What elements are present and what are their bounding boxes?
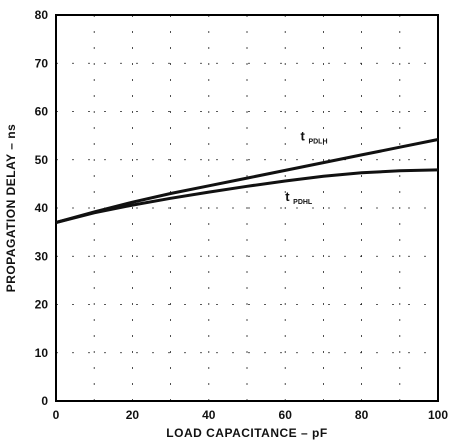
x-tick-labels: 0 20 40 60 80 100 — [53, 408, 449, 422]
grid — [56, 15, 438, 401]
x-tick-label: 0 — [53, 408, 60, 422]
x-tick-label: 20 — [126, 408, 140, 422]
series-label-tpdhl-main: t — [285, 189, 290, 204]
x-tick-label: 100 — [428, 408, 448, 422]
x-tick-label: 60 — [279, 408, 293, 422]
series-label-tpdlh: t PDLH — [300, 128, 327, 145]
y-axis-title: PROPAGATION DELAY – ns — [4, 124, 18, 293]
y-tick-label: 60 — [35, 105, 49, 119]
y-tick-label: 30 — [35, 249, 49, 263]
y-tick-label: 70 — [35, 56, 49, 70]
x-axis-title: LOAD CAPACITANCE – pF — [166, 426, 327, 440]
series-label-tpdlh-main: t — [300, 128, 305, 143]
series-line-tpdlh — [55, 138, 439, 224]
y-tick-labels: 0 10 20 30 40 50 60 70 80 — [35, 8, 49, 408]
series-label-tpdhl: t PDHL — [285, 189, 313, 206]
y-tick-label: 0 — [41, 394, 48, 408]
series-group — [55, 138, 439, 224]
series-label-tpdlh-sub: PDLH — [308, 138, 327, 145]
y-tick-label: 40 — [35, 201, 49, 215]
y-tick-label: 20 — [35, 298, 49, 312]
y-tick-label: 80 — [35, 8, 49, 22]
x-tick-label: 80 — [355, 408, 369, 422]
plot-frame — [55, 14, 439, 402]
x-tick-label: 40 — [202, 408, 216, 422]
y-tick-label: 50 — [35, 153, 49, 167]
series-label-tpdhl-sub: PDHL — [293, 199, 313, 206]
series-line-tpdhl — [55, 168, 439, 224]
y-tick-label: 10 — [35, 346, 49, 360]
